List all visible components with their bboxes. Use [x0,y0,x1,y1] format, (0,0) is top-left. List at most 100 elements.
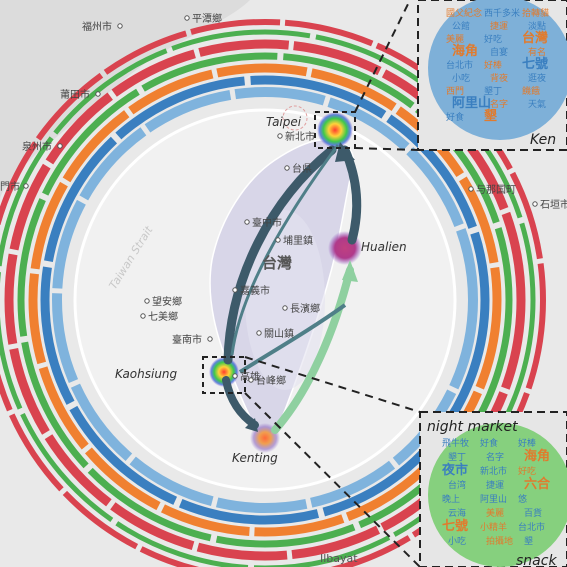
town-dot [256,330,262,336]
route-light-edge [230,144,340,356]
town-dot [282,305,288,311]
town-dot [207,336,213,342]
town-label-fuzhou: 福州市 [82,20,112,33]
wordcloud-word: 西門 [446,86,464,97]
wordcloud-word: 六合 [524,476,551,492]
town-dot [244,219,250,225]
highlight-circle [282,105,308,131]
town-label-xinbei: 新北市 [285,130,315,143]
town-label-taichung: 臺中市 [252,216,282,229]
town-dot [95,91,101,97]
wordcloud-word: 墾丁 [484,85,502,97]
selection-box-kaohsiung[interactable] [202,356,246,394]
wordcloud-word: 海角 [524,448,550,464]
island-label: 台灣 [262,254,292,272]
wordcloud-word: 好吃 [484,33,502,45]
wordcloud-word: 淡點 [528,20,546,32]
wordcloud-word: 百貨 [524,507,542,519]
inset-top-bubble [428,0,567,140]
town-dot [144,298,150,304]
wordcloud-word: 飛牛牧 [442,437,469,449]
town-labels: 福州市莆田市泉州市門市平潭鄉新北市台県臺中市埔里鎮嘉義市長濱鄉關山鎮臺南市高雄台… [0,12,567,387]
arrowhead-hualien [342,260,358,282]
wordcloud-word: 捷運 [486,479,504,491]
wordcloud-word: 夜市 [441,462,468,478]
town-dot [23,183,29,189]
ring-layer [0,19,546,567]
ring-layer [52,87,478,513]
wordcloud-word: 海角 [452,43,478,59]
wordcloud-word: 晚上 [442,494,460,505]
place-label-taipei: Taipei [266,115,302,129]
place-label-kenting: Kenting [232,451,278,465]
wordcloud-word: 七號 [522,56,548,72]
place-label-hualien: Hualien [361,240,407,254]
wordcloud-word: 墾 [484,108,498,124]
town-label-taoyuan: 台県 [292,162,312,175]
mainland-china [0,0,250,200]
wordcloud-word: 拍攝地 [486,535,513,547]
town-label-kaohsiung_zh: 高雄 [240,370,260,383]
town-dot [117,23,123,29]
wordcloud-word: 美麗 [446,33,464,45]
wordcloud-word: 國父紀念 [446,7,482,19]
inset-bottom-bubble [428,423,567,567]
town-label-chiayi: 嘉義市 [240,284,270,297]
wordcloud-word: 墾丁 [448,451,466,463]
inset-bottom-title: night market [427,419,518,435]
town-label-taitung: 台峰鄉 [256,374,286,387]
inset-top-caption: Ken [530,132,556,148]
wordcloud-word: 台北市 [518,521,545,533]
place-label-kaohsiung: Kaohsiung [115,367,178,381]
ring-layer [4,39,526,561]
route-kenting-hualien [271,266,354,434]
island-terrain [245,210,325,390]
town-dot [248,377,254,383]
wordcloud-word: 新北市 [480,465,507,477]
wordcloud-word: 台湾 [448,479,466,491]
ring-layer [0,29,536,567]
wordcloud-word: 好食 [446,111,464,123]
town-dot [277,133,283,139]
wordcloud-word: 逛夜 [528,72,546,84]
town-label-xiamen: 門市 [0,180,20,193]
leader-line-bottom-a [244,356,421,413]
wordcloud-word: 台灣 [522,30,548,46]
wordcloud-word: 好吃 [518,465,536,477]
wordcloud-word: 阿里山 [452,95,491,111]
town-label-putian: 莆田市 [60,88,90,101]
town-dot [232,287,238,293]
wordcloud-word: 美麗 [486,507,504,519]
route-taipei-kaohsiung [223,145,337,365]
town-label-tainan: 臺南市 [172,333,202,346]
wordcloud-word: 七號 [442,518,468,534]
town-label-ishigaki: 石垣市 [540,198,567,211]
town-dot [532,201,538,207]
wordcloud-word: 好棒 [518,437,536,449]
wordcloud-word: 自宴 [490,46,508,58]
heat-spot-taipei [317,112,353,148]
wordcloud-word: 小吃 [448,535,466,547]
wordcloud-word: 阿里山 [480,494,507,505]
town-label-wangan: 望安鄉 [152,295,182,308]
town-label-changbin: 長濱鄉 [290,302,320,315]
wordcloud-word: 好棒 [484,59,502,71]
town-dot [140,313,146,319]
inset-bottom-caption: snack [516,553,557,567]
town-label-qimei: 七美鄉 [148,310,178,323]
town-label-guanshan: 關山鎮 [264,327,294,340]
town-label-quanzhou: 泉州市 [22,140,52,153]
wordcloud-word: 捷運 [490,20,508,32]
bottom-label: Ilbayat [320,552,358,565]
selection-box-taipei[interactable] [314,111,356,149]
town-label-yonaguni: 与那国町 [476,184,516,196]
town-dot [275,237,281,243]
heat-spot-kaohsiung [209,357,239,387]
wordcloud-word: 悠 [518,493,527,505]
